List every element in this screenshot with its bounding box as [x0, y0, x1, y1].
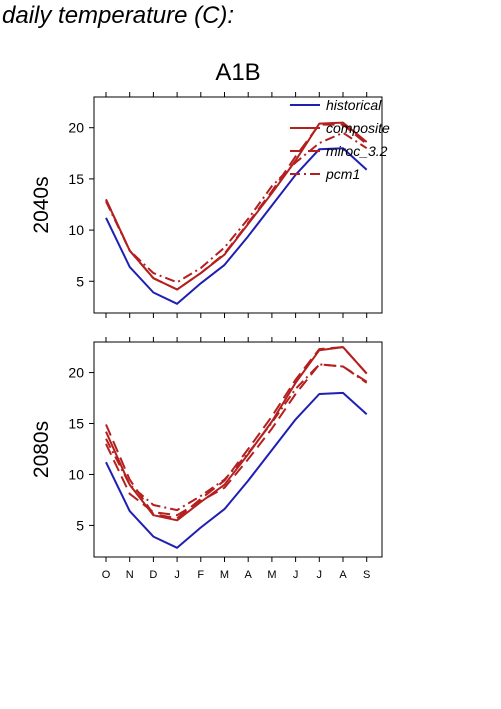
y-tick-label: 20	[68, 365, 84, 381]
y-tick-label: 10	[68, 222, 84, 238]
legend-label: miroc_3.2	[326, 143, 388, 159]
series-line-historical	[105, 147, 368, 305]
series-line-pcm1	[105, 363, 368, 512]
y-tick-label: 5	[76, 273, 84, 289]
legend-label: pcm1	[325, 166, 360, 182]
y-axis-label: 2080s	[30, 421, 53, 478]
y-tick-label: 5	[76, 517, 84, 533]
x-tick-label: J	[174, 569, 180, 581]
x-tick-label: M	[220, 569, 229, 581]
y-axis-label: 2040s	[30, 176, 53, 233]
chart-title: A1B	[215, 59, 260, 86]
series-line-miroc-3-2	[105, 346, 368, 520]
x-tick-label: J	[293, 569, 299, 581]
series-line-pcm1	[105, 363, 368, 517]
panel-2040s: 5 10 15 20 2040s	[30, 92, 383, 318]
x-tick-label: S	[363, 569, 370, 581]
series-line-historical	[105, 391, 368, 549]
plot-frame	[93, 341, 383, 558]
y-tick-label: 15	[68, 171, 84, 187]
x-tick-label: O	[102, 569, 111, 581]
y-tick-label: 15	[68, 416, 84, 432]
panel-2080s: 5 10 15 20 2080s	[30, 337, 383, 562]
plot-frame	[93, 96, 383, 314]
series-line-pcm1	[105, 131, 368, 284]
x-tick-label: N	[126, 569, 134, 581]
legend-label: historical	[326, 97, 382, 113]
y-tick-label: 10	[68, 466, 84, 482]
series-line-miroc-3-2	[105, 123, 368, 291]
page-title: daily temperature (C):	[2, 2, 235, 29]
x-tick-label: F	[197, 569, 204, 581]
x-tick-label: A	[245, 569, 253, 581]
legend: historical composite miroc_3.2 pcm1	[290, 97, 390, 182]
x-tick-label: D	[149, 569, 157, 581]
x-tick-label: A	[339, 569, 347, 581]
series-line-composite	[105, 121, 368, 291]
x-tick-label: M	[267, 569, 276, 581]
y-tick-label: 20	[68, 120, 84, 136]
legend-label: composite	[326, 120, 390, 136]
x-tick-label: J	[317, 569, 323, 581]
